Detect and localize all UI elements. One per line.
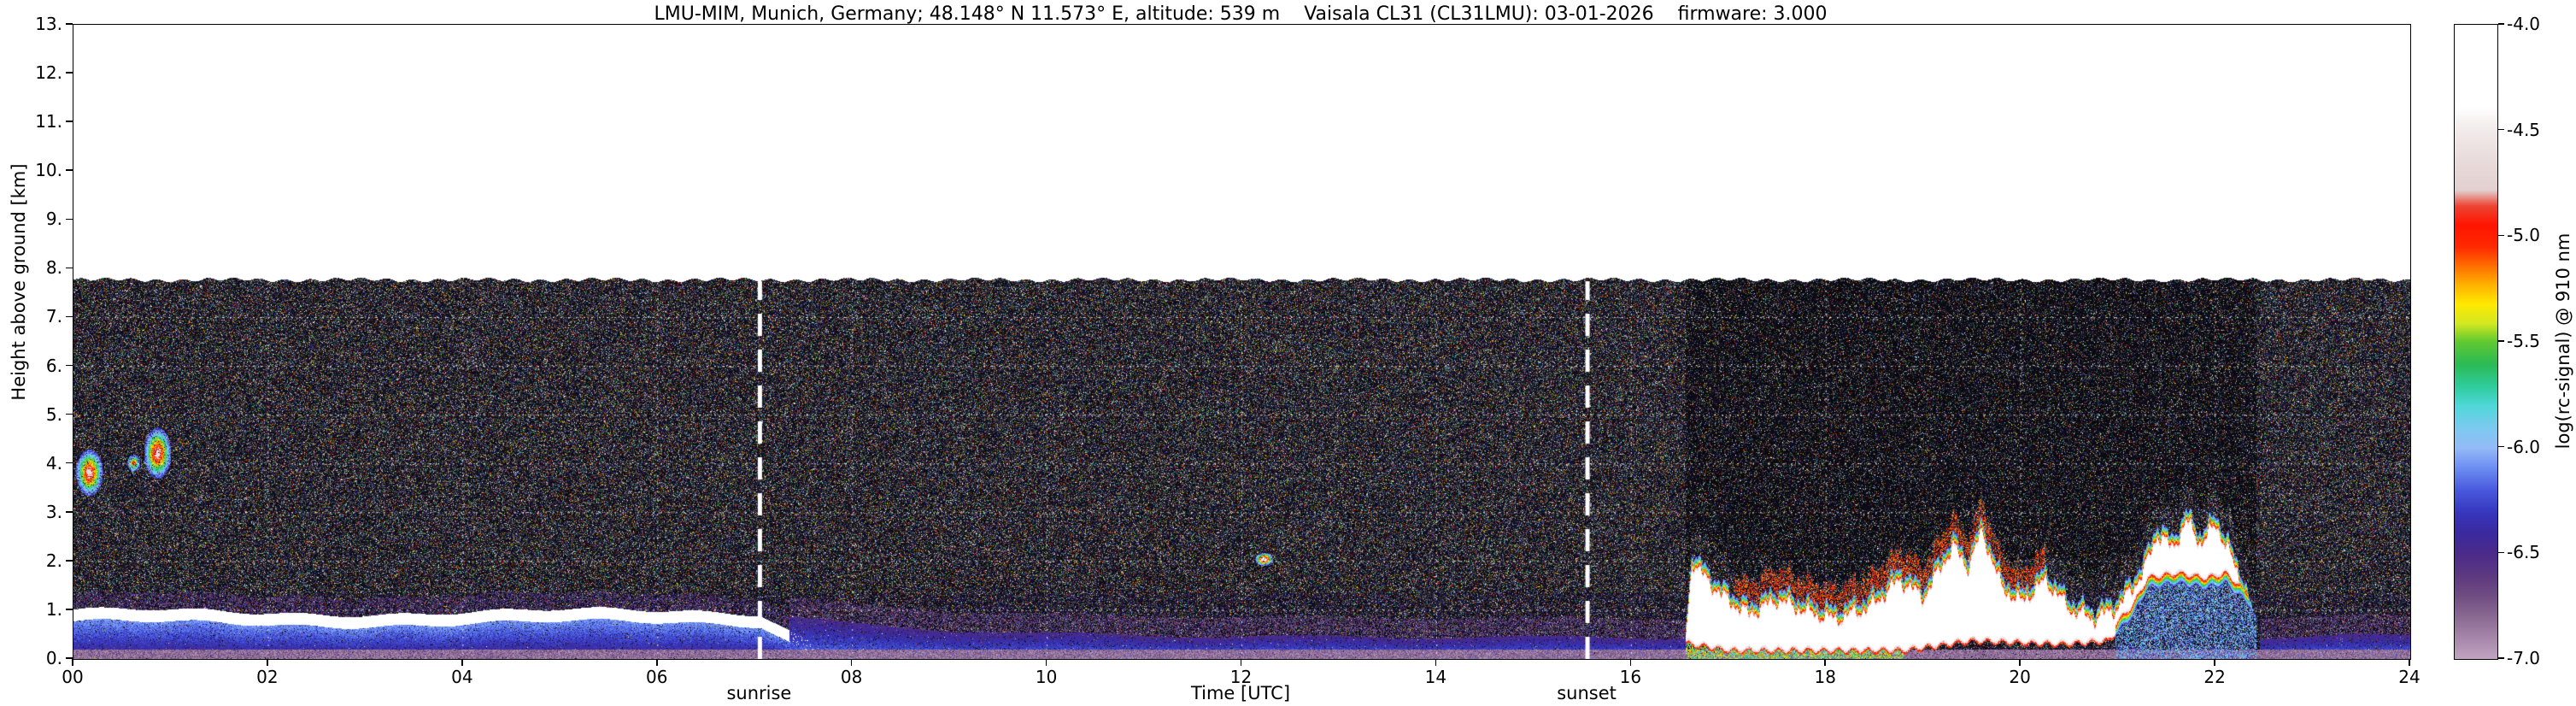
colorbar-tick-label: -4.5 [2507, 119, 2541, 140]
colorbar-tick-mark [2498, 23, 2504, 25]
colorbar-tick-label: -6.0 [2507, 436, 2541, 457]
colorbar-tick-mark [2498, 234, 2504, 237]
colorbar-tick-label: -5.5 [2507, 331, 2541, 351]
colorbar-tick-label: -6.5 [2507, 542, 2541, 563]
y-tick-label: 0. [45, 648, 62, 668]
x-tick-mark [267, 659, 268, 666]
x-tick-mark [1240, 659, 1242, 666]
colorbar-canvas [2455, 25, 2497, 659]
y-tick-label: 13. [35, 14, 62, 34]
y-tick-mark [66, 462, 73, 464]
y-tick-mark [66, 72, 73, 74]
sunset-label: sunset [1557, 683, 1617, 703]
x-axis-label: Time [UTC] [1190, 683, 1291, 703]
x-tick-mark [850, 659, 853, 666]
sunrise-label: sunrise [726, 683, 792, 703]
y-tick-mark [66, 267, 73, 269]
heatmap-canvas [73, 25, 2410, 659]
y-tick-label: 9. [45, 209, 62, 230]
x-tick-mark [2409, 659, 2410, 666]
x-tick-mark [461, 659, 463, 666]
y-tick-mark [66, 23, 73, 25]
y-tick-label: 4. [45, 452, 62, 474]
x-tick-label: 14 [1424, 667, 1447, 687]
y-tick-label: 2. [45, 550, 62, 571]
colorbar-tick-label: -4.0 [2507, 14, 2541, 34]
x-tick-mark [655, 659, 658, 666]
y-tick-mark [66, 609, 73, 610]
y-tick-mark [66, 315, 73, 318]
x-tick-label: 02 [256, 667, 279, 687]
x-tick-label: 16 [1619, 667, 1642, 687]
y-tick-mark [66, 169, 73, 172]
colorbar-tick-label: -5.0 [2507, 225, 2541, 246]
y-axis-label: Height above ground [km] [9, 163, 29, 401]
x-tick-mark [2214, 659, 2215, 666]
y-tick-label: 7. [45, 306, 62, 327]
colorbar-label: log(rc-signal) @ 910 nm [2553, 232, 2573, 450]
x-tick-label: 10 [1035, 667, 1058, 687]
x-tick-mark [2019, 659, 2021, 666]
colorbar-tick-label: -7.0 [2507, 648, 2541, 668]
plot-title: LMU-MIM, Munich, Germany; 48.148° N 11.5… [654, 3, 1828, 25]
x-tick-label: 18 [1814, 667, 1836, 687]
x-tick-mark [1824, 659, 1827, 666]
y-tick-label: 5. [45, 403, 62, 425]
x-tick-label: 22 [2203, 667, 2226, 687]
y-tick-mark [66, 657, 73, 659]
x-tick-label: 24 [2398, 667, 2421, 687]
colorbar-tick-mark [2498, 340, 2504, 342]
x-tick-label: 12 [1229, 667, 1253, 687]
y-tick-label: 6. [45, 355, 62, 376]
colorbar [2454, 24, 2498, 660]
y-tick-mark [66, 413, 73, 415]
x-tick-label: 06 [646, 667, 668, 687]
x-tick-mark [1435, 659, 1437, 666]
y-tick-label: 8. [45, 257, 62, 279]
y-tick-label: 12. [35, 62, 62, 84]
x-tick-label: 20 [2009, 667, 2031, 687]
x-tick-mark [1629, 659, 1632, 666]
y-tick-mark [66, 510, 73, 513]
y-tick-label: 3. [45, 501, 62, 522]
x-tick-mark [1045, 659, 1047, 666]
y-tick-mark [66, 218, 73, 221]
y-tick-mark [66, 364, 73, 367]
y-tick-label: 10. [35, 160, 62, 181]
y-tick-label: 1. [45, 598, 62, 620]
y-tick-mark [66, 121, 73, 122]
colorbar-tick-mark [2498, 445, 2504, 448]
plot-area [73, 24, 2411, 660]
colorbar-tick-mark [2498, 128, 2504, 131]
y-tick-label: 11. [35, 111, 62, 132]
x-tick-label: 00 [62, 667, 84, 687]
x-tick-mark [72, 659, 73, 666]
x-tick-label: 04 [451, 667, 473, 687]
colorbar-tick-mark [2498, 551, 2504, 554]
y-tick-mark [66, 560, 73, 562]
colorbar-tick-mark [2498, 657, 2504, 659]
x-tick-label: 08 [840, 667, 863, 687]
